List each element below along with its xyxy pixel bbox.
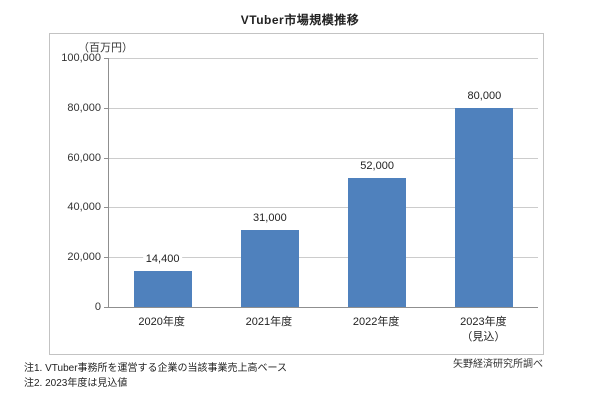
y-axis-tickmark — [104, 257, 109, 259]
bar — [240, 229, 299, 307]
bar-value-label: 80,000 — [464, 89, 505, 103]
bar-value-label: 14,400 — [142, 253, 183, 267]
x-category-label: 2020年度 — [108, 315, 215, 330]
source-credit: 矢野経済研究所調べ — [453, 359, 543, 370]
y-tick-label: 80,000 — [67, 101, 101, 114]
x-category-label-main: 2023年度 — [460, 316, 507, 328]
footnote-2: 注2. 2023年度は見込値 — [24, 378, 128, 389]
y-tick-label: 40,000 — [67, 201, 101, 214]
y-axis-tickmark — [104, 207, 109, 209]
gridline — [109, 257, 538, 259]
bar — [133, 271, 192, 307]
x-category-label-sub: （見込） — [461, 331, 506, 343]
chart-box: （百万円） 0 20,000 40,000 60,000 80,000 100,000 14… — [49, 33, 544, 355]
x-category-label-main: 2020年度 — [138, 316, 185, 328]
x-category-label: 2023年度 （見込） — [430, 315, 537, 345]
y-axis-tickmark — [104, 307, 109, 308]
footnote-1: 注1. VTuber事務所を運営する企業の当該事業売上高ベース — [24, 363, 288, 374]
x-axis-labels: 2020年度 2021年度 2022年度 2023年度 （見込） — [108, 315, 537, 351]
bar — [455, 107, 514, 307]
x-category-label: 2022年度 — [323, 315, 430, 330]
gridline — [109, 107, 538, 109]
gridline — [109, 157, 538, 159]
y-axis-tickmark — [104, 58, 109, 59]
x-category-label: 2021年度 — [215, 315, 322, 330]
bar-value-label: 31,000 — [250, 211, 290, 225]
y-tick-label: 100,000 — [61, 52, 101, 64]
x-category-label-main: 2021年度 — [245, 316, 293, 328]
chart-title: VTuber市場規模推移 — [240, 13, 360, 27]
x-category-label-main: 2022年度 — [352, 316, 400, 328]
y-tick-label: 20,000 — [67, 251, 101, 264]
bar — [348, 177, 407, 307]
y-tick-label: 60,000 — [67, 151, 101, 164]
y-axis-unit-label: （百万円） — [78, 42, 133, 54]
gridline — [109, 207, 538, 209]
plot-area: 0 20,000 40,000 60,000 80,000 100,000 14,400 31… — [61, 52, 538, 313]
bar-value-label: 52,000 — [357, 159, 397, 173]
y-axis-tickmark — [104, 157, 109, 159]
y-axis-tickmark — [104, 107, 109, 109]
y-tick-label: 0 — [94, 301, 101, 313]
footnotes: 注1. VTuber事務所を運営する企業の当該事業売上高ベース 注2. 2023… — [24, 361, 287, 391]
gridline — [109, 58, 538, 59]
